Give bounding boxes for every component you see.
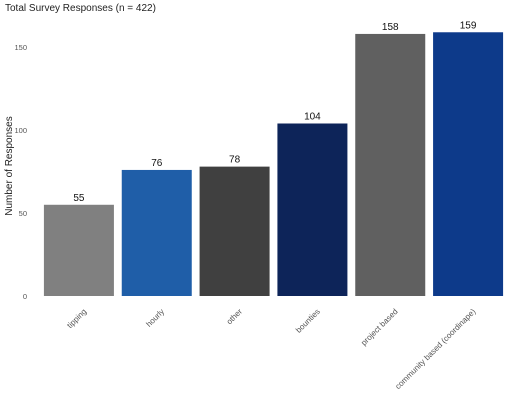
bar-value-label: 159 xyxy=(460,20,477,31)
x-tick-label: tipping xyxy=(65,307,88,330)
x-tick-label: community based (coordinape) xyxy=(393,307,477,391)
bar-value-label: 158 xyxy=(382,22,399,33)
bar-value-label: 78 xyxy=(229,155,241,166)
bar-value-label: 104 xyxy=(304,111,321,122)
chart-title: Total Survey Responses (n = 422) xyxy=(5,3,156,14)
bar-value-label: 76 xyxy=(151,158,163,169)
bar xyxy=(277,123,348,296)
bar xyxy=(433,32,504,296)
y-axis-ticks: 0 50 100 150 xyxy=(14,43,27,301)
bar xyxy=(43,204,114,296)
x-tick-label: other xyxy=(225,307,244,326)
y-axis-label: Number of Responses xyxy=(4,116,15,216)
bar xyxy=(355,33,426,297)
x-tick-label: bounties xyxy=(294,307,322,335)
x-axis-ticks: tipping hourly other bounties project basedc… xyxy=(65,307,477,391)
x-tick-label: hourly xyxy=(144,307,166,329)
value-labels-group: 55 76 78 104 158 159 xyxy=(73,20,477,204)
y-tick-label: 50 xyxy=(19,209,27,218)
x-tick-label: project based xyxy=(359,307,399,347)
bars-group xyxy=(43,32,504,297)
bar xyxy=(199,166,270,296)
bar-value-label: 55 xyxy=(73,193,85,204)
y-tick-label: 150 xyxy=(14,43,27,52)
y-tick-label: 100 xyxy=(14,126,27,135)
bar xyxy=(121,169,192,296)
y-tick-label: 0 xyxy=(23,292,27,301)
